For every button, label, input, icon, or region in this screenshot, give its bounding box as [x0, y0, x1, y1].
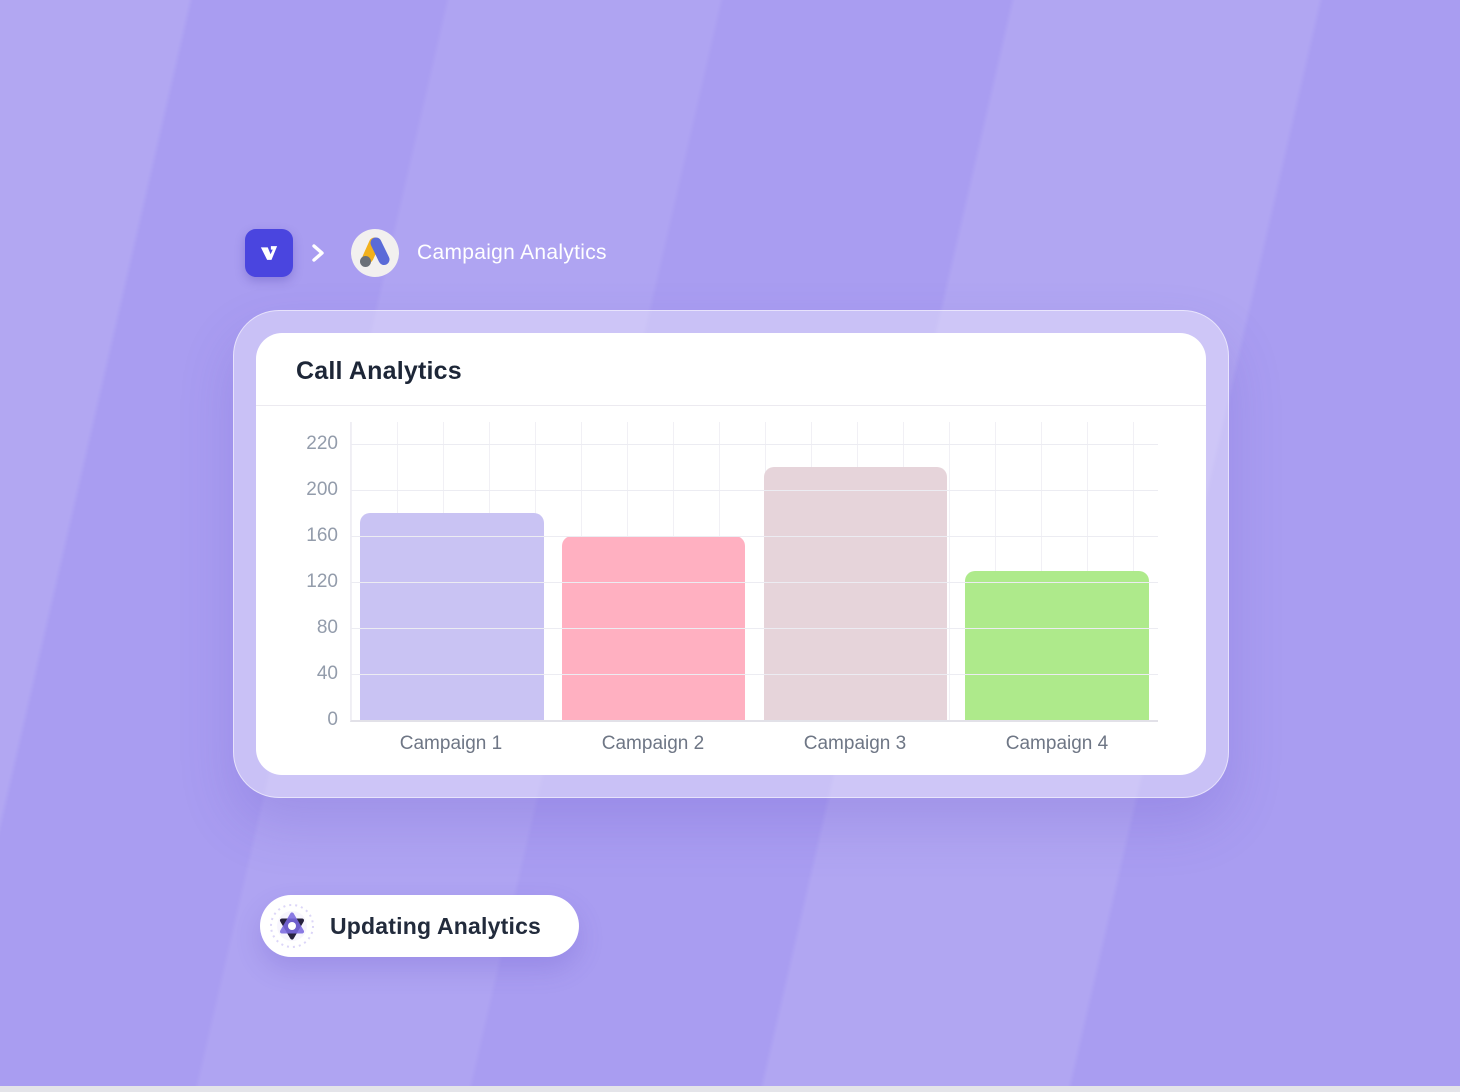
bar-campaign-1[interactable]	[360, 513, 544, 720]
card-title: Call Analytics	[296, 357, 462, 385]
gridline	[351, 674, 1158, 675]
y-tick-label: 80	[316, 617, 338, 638]
bar-campaign-4[interactable]	[965, 570, 1149, 720]
analytics-card: Call Analytics 0 40 80 120 160 200 220 Campaig…	[256, 333, 1206, 775]
x-category-label: Campaign 4	[1005, 733, 1109, 754]
x-category-label: Campaign 2	[601, 733, 705, 754]
spinner-star-icon	[269, 903, 315, 949]
y-tick-label: 200	[306, 479, 338, 500]
gridline	[351, 444, 1158, 445]
google-ads-logo[interactable]	[351, 229, 399, 277]
bar-slot	[956, 422, 1158, 720]
card-divider	[256, 405, 1206, 406]
google-ads-icon	[351, 229, 399, 277]
bar-campaign-3[interactable]	[763, 467, 948, 720]
chevron-right-icon	[310, 242, 326, 264]
gridline	[351, 536, 1158, 537]
card-header: Call Analytics	[256, 333, 1206, 405]
gridline	[351, 628, 1158, 629]
page-bottom-edge	[0, 1086, 1460, 1092]
y-tick-label: 160	[306, 525, 338, 546]
y-tick-label: 0	[327, 709, 338, 730]
gridline	[351, 582, 1158, 583]
x-category-label: Campaign 1	[399, 733, 503, 754]
y-axis: 0 40 80 120 160 200 220	[284, 422, 350, 763]
y-tick-label: 40	[316, 663, 338, 684]
brand-logo[interactable]	[245, 229, 293, 277]
bar-chart: 0 40 80 120 160 200 220 Campaign 1 Campaign 2 Ca…	[256, 406, 1206, 775]
bar-slot	[553, 422, 755, 720]
plot-column: Campaign 1 Campaign 2 Campaign 3 Campaign 4	[350, 422, 1158, 763]
bar-slot	[351, 422, 553, 720]
breadcrumb-title: Campaign Analytics	[417, 241, 607, 264]
analytics-card-frame: Call Analytics 0 40 80 120 160 200 220 Campaig…	[233, 310, 1229, 798]
bars-layer	[351, 422, 1158, 720]
gridline	[351, 490, 1158, 491]
y-tick-label: 120	[306, 571, 338, 592]
status-pill[interactable]: Updating Analytics	[260, 895, 580, 957]
breadcrumb: Campaign Analytics	[245, 229, 607, 277]
status-pill-label: Updating Analytics	[330, 912, 542, 939]
bar-slot	[755, 422, 957, 720]
y-tick-label: 220	[306, 433, 338, 454]
x-category-label: Campaign 3	[803, 733, 907, 754]
brand-logo-icon	[254, 238, 284, 268]
x-axis: Campaign 1 Campaign 2 Campaign 3 Campaign 4	[350, 733, 1158, 755]
plot-area	[350, 422, 1158, 722]
